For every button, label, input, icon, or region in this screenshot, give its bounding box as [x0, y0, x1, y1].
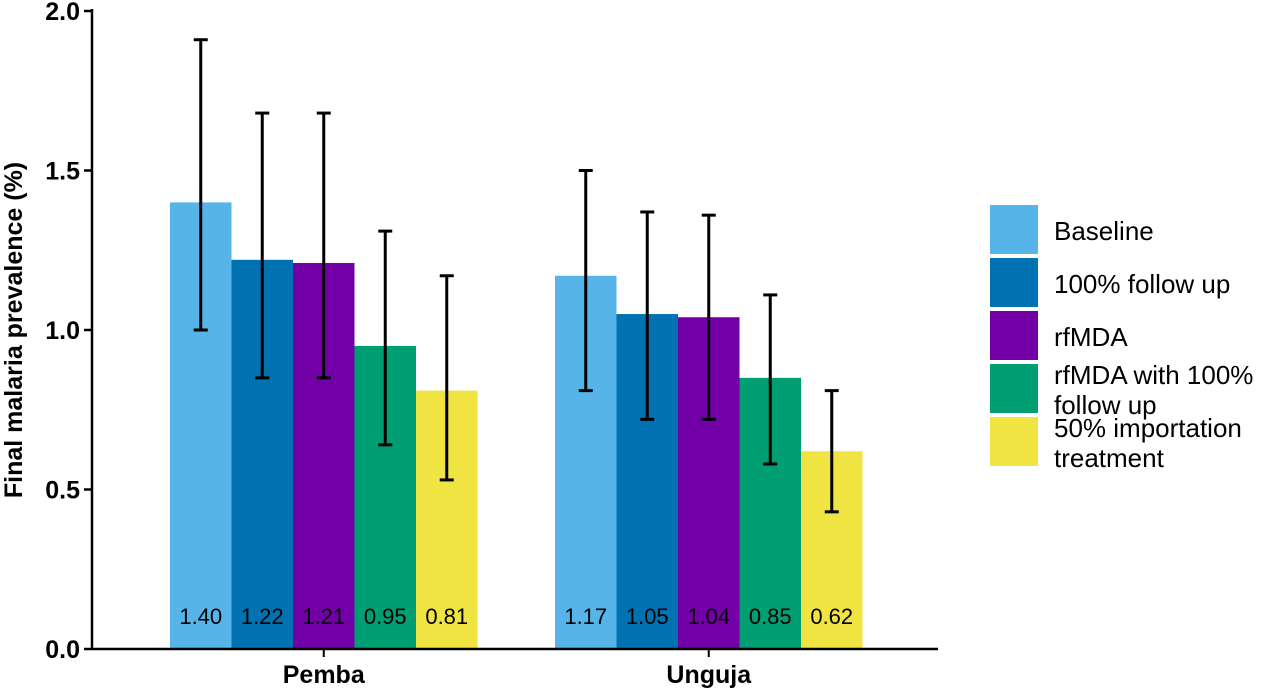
data-label: 0.85	[749, 604, 792, 629]
legend-swatch	[990, 205, 1038, 254]
data-label: 1.40	[179, 604, 222, 629]
legend-label: 100% follow up	[1054, 269, 1231, 299]
legend-label: rfMDA	[1054, 322, 1128, 352]
legend-label: rfMDA with 100% follow up	[1054, 360, 1254, 420]
y-tick-label: 0.5	[45, 477, 80, 505]
data-label: 1.17	[564, 604, 607, 629]
legend-item: Baseline	[990, 205, 1280, 257]
legend-swatch	[990, 417, 1038, 466]
legend-item: rfMDA	[990, 311, 1280, 363]
data-label: 0.95	[364, 604, 407, 629]
legend-label: 50% importation treatment	[1054, 413, 1242, 473]
y-tick-label: 0.0	[45, 636, 80, 664]
y-tick-label: 1.5	[45, 158, 80, 186]
x-tick-label: Unguja	[666, 661, 752, 689]
data-label: 0.81	[425, 604, 468, 629]
legend: Baseline 100% follow up rfMDA rfMDA with 10…	[990, 205, 1280, 473]
legend-label: Baseline	[1054, 216, 1154, 246]
data-label: 1.05	[626, 604, 669, 629]
legend-item: rfMDA with 100% follow up	[990, 360, 1280, 420]
data-label: 1.21	[302, 604, 345, 629]
legend-swatch	[990, 311, 1038, 360]
y-axis-label: Final malaria prevalence (%)	[0, 162, 28, 498]
y-tick-label: 2.0	[45, 0, 80, 26]
data-label: 1.04	[687, 604, 730, 629]
legend-swatch	[990, 364, 1038, 413]
data-label: 0.62	[810, 604, 853, 629]
x-tick-label: Pemba	[283, 661, 366, 689]
legend-swatch	[990, 258, 1038, 307]
legend-item: 100% follow up	[990, 258, 1280, 310]
legend-item: 50% importation treatment	[990, 413, 1280, 473]
data-label: 1.22	[241, 604, 284, 629]
y-tick-label: 1.0	[45, 317, 80, 345]
